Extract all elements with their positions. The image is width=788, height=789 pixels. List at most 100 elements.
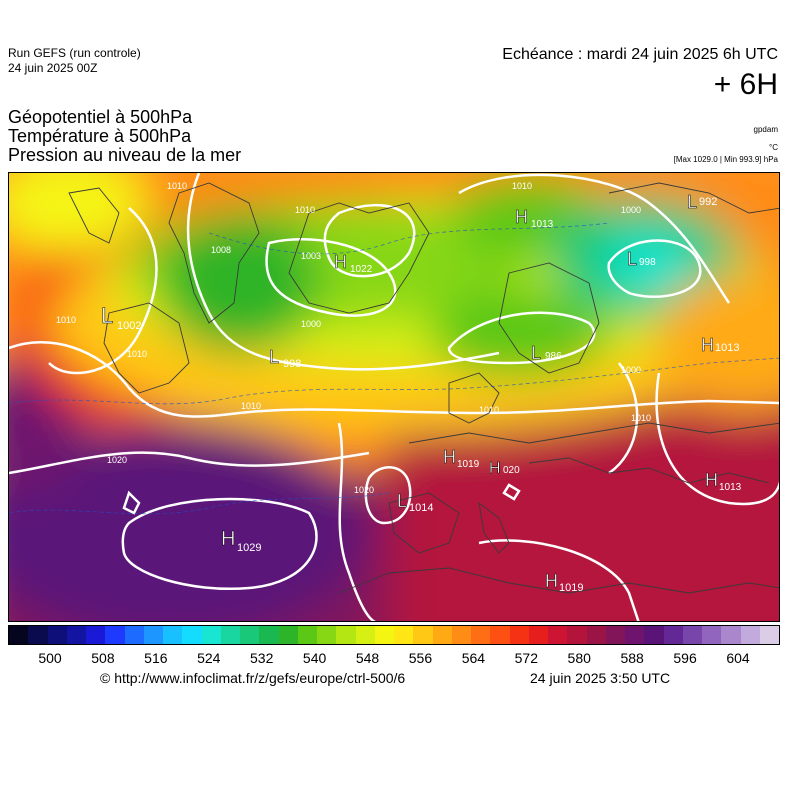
colorbar-swatch	[682, 626, 702, 644]
svg-text:1019: 1019	[457, 459, 480, 470]
unit-pressure-range: [Max 1029.0 | Min 993.9] hPa	[673, 155, 778, 164]
colorbar-swatch	[548, 626, 568, 644]
colorbar-swatch	[220, 626, 240, 644]
svg-text:H: H	[515, 207, 528, 227]
colorbar-swatch	[201, 626, 221, 644]
svg-text:H: H	[489, 460, 501, 477]
pressure-center-low: L 998	[627, 249, 656, 270]
colorbar-swatch	[105, 626, 125, 644]
isobar-label: 1010	[479, 405, 499, 415]
colorbar-tick-label: 604	[726, 650, 750, 666]
field-pressure-title: Pression au niveau de la mer	[8, 145, 242, 165]
colorbar-tick-label: 524	[197, 650, 221, 666]
colorbar-swatch	[374, 626, 394, 644]
svg-text:1029: 1029	[237, 542, 261, 554]
svg-text:998: 998	[639, 257, 656, 268]
colorbar-swatch	[702, 626, 722, 644]
forecast-step: + 6H	[713, 68, 778, 101]
isobar-label: 1008	[211, 245, 231, 255]
colorbar-swatch	[86, 626, 106, 644]
colorbar-swatch	[163, 626, 183, 644]
pressure-center-low: L 998	[269, 347, 302, 370]
temperature-isotherms	[9, 222, 779, 515]
svg-text:H: H	[701, 335, 714, 355]
colorbar-tick-label: 532	[250, 650, 274, 666]
colorbar-swatch	[336, 626, 356, 644]
svg-text:1013: 1013	[531, 219, 554, 230]
isobar-label: 1010	[167, 181, 187, 191]
colorbar-swatch	[471, 626, 491, 644]
svg-text:1002: 1002	[117, 320, 141, 332]
colorbar-swatch	[66, 626, 86, 644]
svg-text:1019: 1019	[559, 582, 583, 594]
svg-text:L: L	[397, 491, 407, 511]
pressure-center-high: H 1019	[443, 447, 480, 470]
colorbar-swatch	[317, 626, 337, 644]
isobar-label: 1003	[301, 251, 321, 261]
colorbar-swatch	[759, 626, 779, 644]
isobar-value-labels: 1010 1010 1003 1000 1008 1010 1020 1020 …	[56, 181, 651, 495]
svg-text:H: H	[334, 252, 347, 272]
colorbar-swatch	[451, 626, 471, 644]
svg-text:1013: 1013	[719, 482, 742, 493]
colorbar-swatch	[297, 626, 317, 644]
footer-timestamp: 24 juin 2025 3:50 UTC	[530, 670, 671, 686]
colorbar-swatch	[586, 626, 606, 644]
svg-text:992: 992	[699, 196, 717, 208]
colorbar-swatch	[9, 626, 29, 644]
svg-text:1014: 1014	[409, 502, 433, 514]
svg-text:020: 020	[503, 465, 520, 476]
svg-text:L: L	[531, 343, 541, 363]
colorbar-swatch	[413, 626, 433, 644]
pressure-center-high: H 1013	[515, 207, 554, 230]
colorbar-swatch	[124, 626, 144, 644]
svg-text:H: H	[545, 571, 558, 591]
colorbar	[8, 625, 780, 645]
colorbar-swatch	[259, 626, 279, 644]
pressure-center-high: H 1013	[701, 335, 740, 356]
svg-text:H: H	[443, 447, 456, 467]
isobar-label: 1020	[354, 485, 374, 495]
isobar-label: 1010	[127, 349, 147, 359]
svg-text:H: H	[705, 470, 718, 490]
colorbar-tick-label: 500	[38, 650, 62, 666]
unit-temperature: °C	[769, 143, 778, 152]
colorbar-swatch	[663, 626, 683, 644]
isobar-label: 1010	[512, 181, 532, 191]
colorbar-swatch	[528, 626, 548, 644]
colorbar-swatch	[47, 626, 67, 644]
isobar-label: 1000	[301, 319, 321, 329]
svg-text:986: 986	[545, 351, 562, 362]
colorbar-tick-label: 572	[514, 650, 538, 666]
colorbar-swatch	[567, 626, 587, 644]
colorbar-swatch	[490, 626, 510, 644]
colorbar-swatch	[721, 626, 741, 644]
svg-text:998: 998	[283, 358, 301, 370]
isobar-label: 1010	[241, 401, 261, 411]
colorbar-tick-label: 540	[302, 650, 327, 666]
coastlines	[68, 182, 779, 594]
svg-text:L: L	[101, 303, 113, 328]
field-temperature-title: Température à 500hPa	[8, 126, 192, 146]
isobars	[9, 173, 779, 621]
pressure-center-low: L 986	[531, 343, 562, 364]
pressure-center-high: H 1022	[334, 252, 373, 275]
colorbar-swatch	[509, 626, 529, 644]
run-title: Run GEFS (run controle)	[8, 46, 141, 60]
unit-geopotential: gpdam	[753, 125, 778, 134]
colorbar-swatch	[644, 626, 664, 644]
colorbar-swatch	[625, 626, 645, 644]
colorbar-tick-label: 508	[91, 650, 115, 666]
pressure-center-high: H 1019	[545, 571, 584, 594]
pressure-center-high: H 020	[489, 460, 520, 478]
colorbar-tick-label: 564	[461, 650, 486, 666]
colorbar-swatch	[605, 626, 625, 644]
svg-text:1013: 1013	[715, 342, 739, 354]
colorbar-swatch	[240, 626, 260, 644]
colorbar-swatch	[432, 626, 452, 644]
colorbar-tick-label: 588	[620, 650, 644, 666]
svg-text:L: L	[627, 249, 637, 269]
colorbar-swatch	[278, 626, 298, 644]
